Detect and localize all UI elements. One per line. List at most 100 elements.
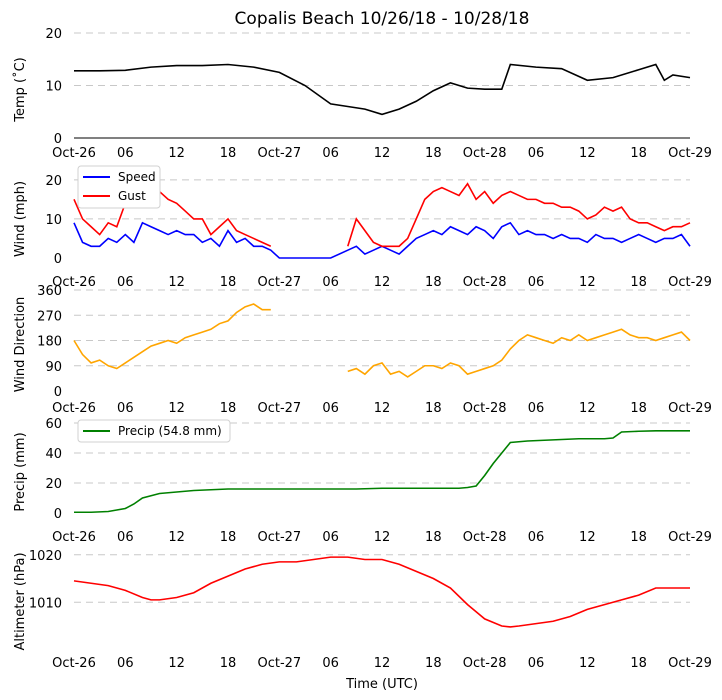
y-tick-label-direction: 0	[54, 385, 62, 400]
x-tick-label: Oct-28	[463, 275, 507, 290]
y-tick-label-temp: 0	[54, 132, 62, 147]
x-tick-label: 12	[374, 401, 391, 416]
x-tick-label: Oct-27	[257, 146, 301, 161]
x-tick-label: 18	[630, 146, 647, 161]
x-tick-label: 12	[168, 530, 185, 545]
x-tick-label: Oct-26	[52, 146, 96, 161]
x-tick-label: 06	[117, 275, 134, 290]
x-tick-label: 12	[374, 275, 391, 290]
x-tick-label: 12	[168, 401, 185, 416]
x-tick-label: 18	[220, 146, 237, 161]
y-tick-label-direction: 360	[37, 284, 62, 299]
x-tick-label: Oct-28	[463, 146, 507, 161]
x-tick-label: 18	[220, 401, 237, 416]
x-tick-label: Oct-29	[668, 656, 712, 671]
x-tick-label: 12	[579, 275, 596, 290]
x-tick-label: 12	[168, 275, 185, 290]
x-tick-label: 18	[630, 656, 647, 671]
series-line-gust	[73, 182, 272, 248]
legend-box-precip	[77, 419, 231, 443]
x-tick-label: Oct-28	[463, 530, 507, 545]
x-tick-label: 06	[528, 656, 545, 671]
legend-label-gust: Gust	[118, 189, 146, 203]
series-line-altimeter	[73, 556, 690, 628]
y-tick-label-direction: 90	[45, 360, 62, 375]
x-tick-label: Oct-27	[257, 656, 301, 671]
x-tick-label: 18	[630, 401, 647, 416]
x-tick-label: 06	[117, 656, 134, 671]
x-tick-label: 12	[579, 530, 596, 545]
y-axis-label-wind: Wind (mph)	[13, 181, 28, 257]
x-axis-label: Time (UTC)	[345, 677, 418, 692]
y-tick-label-altimeter: 1020	[29, 549, 62, 564]
x-tick-label: Oct-27	[257, 275, 301, 290]
x-tick-label: 18	[425, 656, 442, 671]
y-axis-label-precip: Precip (mm)	[13, 432, 28, 511]
x-tick-label: 06	[528, 401, 545, 416]
y-axis-label-temp: Temp (˚C)	[12, 57, 28, 123]
x-tick-label: 06	[117, 146, 134, 161]
x-tick-label: 18	[630, 530, 647, 545]
x-tick-label: 18	[220, 275, 237, 290]
y-tick-label-precip: 60	[45, 417, 62, 432]
series-line-temp	[74, 63, 691, 116]
y-tick-label-altimeter: 1010	[29, 596, 62, 611]
series-line-direction	[73, 303, 271, 370]
series-line-precip	[74, 429, 690, 514]
x-tick-label: 12	[579, 146, 596, 161]
x-tick-label: 12	[579, 401, 596, 416]
x-tick-label: 18	[425, 530, 442, 545]
x-tick-label: 18	[425, 146, 442, 161]
x-tick-label: Oct-26	[52, 530, 96, 545]
y-tick-label-wind: 0	[54, 252, 62, 267]
series-line-gust	[347, 182, 691, 248]
x-tick-label: Oct-29	[668, 401, 712, 416]
x-tick-label: 06	[322, 656, 339, 671]
x-tick-label: 06	[322, 401, 339, 416]
x-tick-label: Oct-26	[52, 656, 96, 671]
x-tick-label: 06	[322, 146, 339, 161]
x-tick-label: 06	[322, 530, 339, 545]
series-line-speed	[73, 221, 691, 259]
x-tick-label: 18	[425, 401, 442, 416]
x-tick-label: 12	[168, 656, 185, 671]
x-tick-label: 06	[528, 275, 545, 290]
x-tick-label: 18	[220, 530, 237, 545]
x-tick-label: 12	[579, 656, 596, 671]
x-tick-label: 18	[425, 275, 442, 290]
x-tick-label: Oct-29	[668, 530, 712, 545]
y-tick-label-precip: 0	[54, 507, 62, 522]
x-tick-label: 12	[374, 530, 391, 545]
x-tick-label: Oct-26	[52, 401, 96, 416]
y-tick-label-temp: 10	[45, 80, 62, 95]
chart-title: Copalis Beach 10/26/18 - 10/28/18	[235, 9, 530, 29]
y-tick-label-precip: 40	[45, 447, 62, 462]
legend-label-precip: Precip (54.8 mm)	[118, 424, 222, 438]
y-tick-label-wind: 10	[45, 213, 62, 228]
x-tick-label: Oct-28	[463, 401, 507, 416]
x-tick-label: 18	[630, 275, 647, 290]
y-axis-label-altimeter: Altimeter (hPa)	[13, 552, 28, 650]
legend-label-speed: Speed	[118, 170, 156, 184]
y-tick-label-temp: 20	[45, 27, 62, 42]
series-line-direction	[347, 328, 691, 378]
x-tick-label: 12	[374, 146, 391, 161]
x-tick-label: 06	[528, 146, 545, 161]
y-tick-label-direction: 180	[37, 335, 62, 350]
x-tick-label: Oct-29	[668, 275, 712, 290]
x-tick-label: 06	[117, 401, 134, 416]
x-tick-label: Oct-26	[52, 275, 96, 290]
y-tick-label-direction: 270	[37, 309, 62, 324]
x-tick-label: Oct-27	[257, 530, 301, 545]
x-tick-label: Oct-27	[257, 401, 301, 416]
y-tick-label-precip: 20	[45, 477, 62, 492]
x-tick-label: 18	[220, 656, 237, 671]
x-tick-label: 06	[528, 530, 545, 545]
x-tick-label: Oct-28	[463, 656, 507, 671]
x-tick-label: 06	[117, 530, 134, 545]
y-axis-label-direction: Wind Direction	[13, 297, 28, 393]
x-tick-label: 12	[168, 146, 185, 161]
x-tick-label: 06	[322, 275, 339, 290]
x-tick-label: Oct-29	[668, 146, 712, 161]
